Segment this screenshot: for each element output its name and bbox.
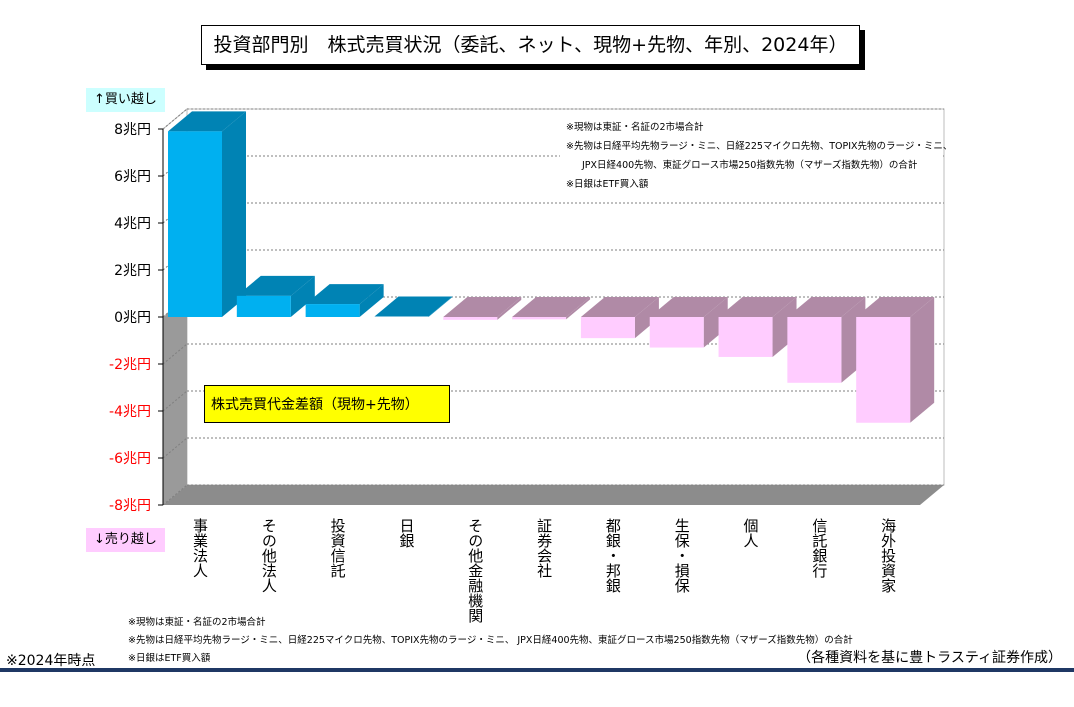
y-tick-label: -4兆円 <box>109 404 151 420</box>
gridline-side <box>162 202 188 224</box>
bar <box>168 131 222 317</box>
source-credit: （各種資料を基に豊トラスティ証券作成） <box>797 650 1062 666</box>
bar-side <box>359 284 384 317</box>
y-tick-label: -8兆円 <box>109 498 151 514</box>
bar <box>649 317 704 348</box>
x-tick-label: 個人 <box>742 518 760 548</box>
note-line: ※日銀はETF買入額 <box>566 179 649 190</box>
x-tick-label: 生保・損保 <box>673 518 691 593</box>
bar-top <box>443 297 522 317</box>
bar <box>718 317 773 357</box>
bar <box>856 317 911 423</box>
y-tick-label: 0兆円 <box>114 310 151 326</box>
series-label-box: 株式売買代金差額（現物+先物） <box>204 385 450 423</box>
y-tick-label: 8兆円 <box>114 122 151 138</box>
note-line: JPX日経400先物、東証グロース市場250指数先物（マザーズ指数先物）の合計 <box>582 160 918 171</box>
bar-side <box>428 296 453 317</box>
bar-side <box>910 297 935 423</box>
bar-top <box>236 275 315 296</box>
x-tick-label: 信託銀行 <box>810 518 828 579</box>
bar-top <box>374 296 453 317</box>
buy-badge: ↑買い越し <box>86 88 165 112</box>
bar-side <box>634 297 659 339</box>
bar <box>787 317 842 383</box>
bar <box>512 317 567 320</box>
gridline-side <box>162 437 188 459</box>
x-tick-label: その他金融機関 <box>466 518 484 624</box>
bar-top <box>580 297 659 317</box>
as-of-date: ※2024年時点 <box>6 653 96 669</box>
y-tick-label: 4兆円 <box>114 216 151 232</box>
bar-top <box>168 111 246 132</box>
chart-title: 投資部門別 株式売買状況（委託、ネット、現物+先物、年別、2024年） <box>201 25 860 65</box>
bar <box>580 317 635 339</box>
gridline-side <box>162 484 188 506</box>
bar-top <box>856 297 935 317</box>
gridline-side <box>162 390 188 412</box>
bar-top <box>512 297 591 317</box>
y-tick-label: -2兆円 <box>109 357 151 373</box>
bar <box>443 317 498 320</box>
floor <box>163 485 944 505</box>
gridline-side <box>162 155 188 177</box>
y-tick-label: -6兆円 <box>109 451 151 467</box>
y-tick-label: 6兆円 <box>114 169 151 185</box>
x-tick-label: 都銀・邦銀 <box>604 518 622 593</box>
bar <box>305 304 360 317</box>
x-tick-label: 事業法人 <box>191 518 209 578</box>
bar-side <box>772 297 797 357</box>
chart-notes: ※現物は東証・名証の2市場合計 ※先物は日経平均先物ラージ・ミニ、日経225マイ… <box>560 118 953 194</box>
gridline-side <box>162 249 188 271</box>
footnote: ※日銀はETF買入額 <box>128 653 211 664</box>
bar-side <box>566 297 591 320</box>
bar-top <box>787 297 866 317</box>
bar-side <box>222 111 246 317</box>
x-tick-label: 証券会社 <box>535 518 553 578</box>
note-line: ※現物は東証・名証の2市場合計 <box>566 122 704 133</box>
bar-side <box>497 297 522 320</box>
bottom-rule <box>0 668 1074 672</box>
bar-top <box>305 284 384 305</box>
gridline-side <box>162 296 188 318</box>
bar-top <box>649 297 728 317</box>
x-tick-label: その他法人 <box>260 518 278 593</box>
bar-side <box>290 275 315 317</box>
bar-top <box>718 297 797 317</box>
footnote: ※現物は東証・名証の2市場合計 <box>128 617 266 628</box>
footnote: ※先物は日経平均先物ラージ・ミニ、日経225マイクロ先物、TOPIX先物のラージ… <box>128 635 853 646</box>
x-tick-label: 海外投資家 <box>879 518 897 593</box>
gridline-side <box>162 343 188 365</box>
y-tick-label: 2兆円 <box>114 263 151 279</box>
bar <box>236 295 291 317</box>
gridline-side <box>162 108 188 130</box>
bar-side <box>703 297 728 348</box>
x-tick-label: 投資信託 <box>329 518 347 578</box>
note-line: ※先物は日経平均先物ラージ・ミニ、日経225マイクロ先物、TOPIX先物のラージ… <box>566 141 953 152</box>
sell-badge: ↓売り越し <box>86 528 165 552</box>
x-tick-label: 日銀 <box>397 518 415 548</box>
